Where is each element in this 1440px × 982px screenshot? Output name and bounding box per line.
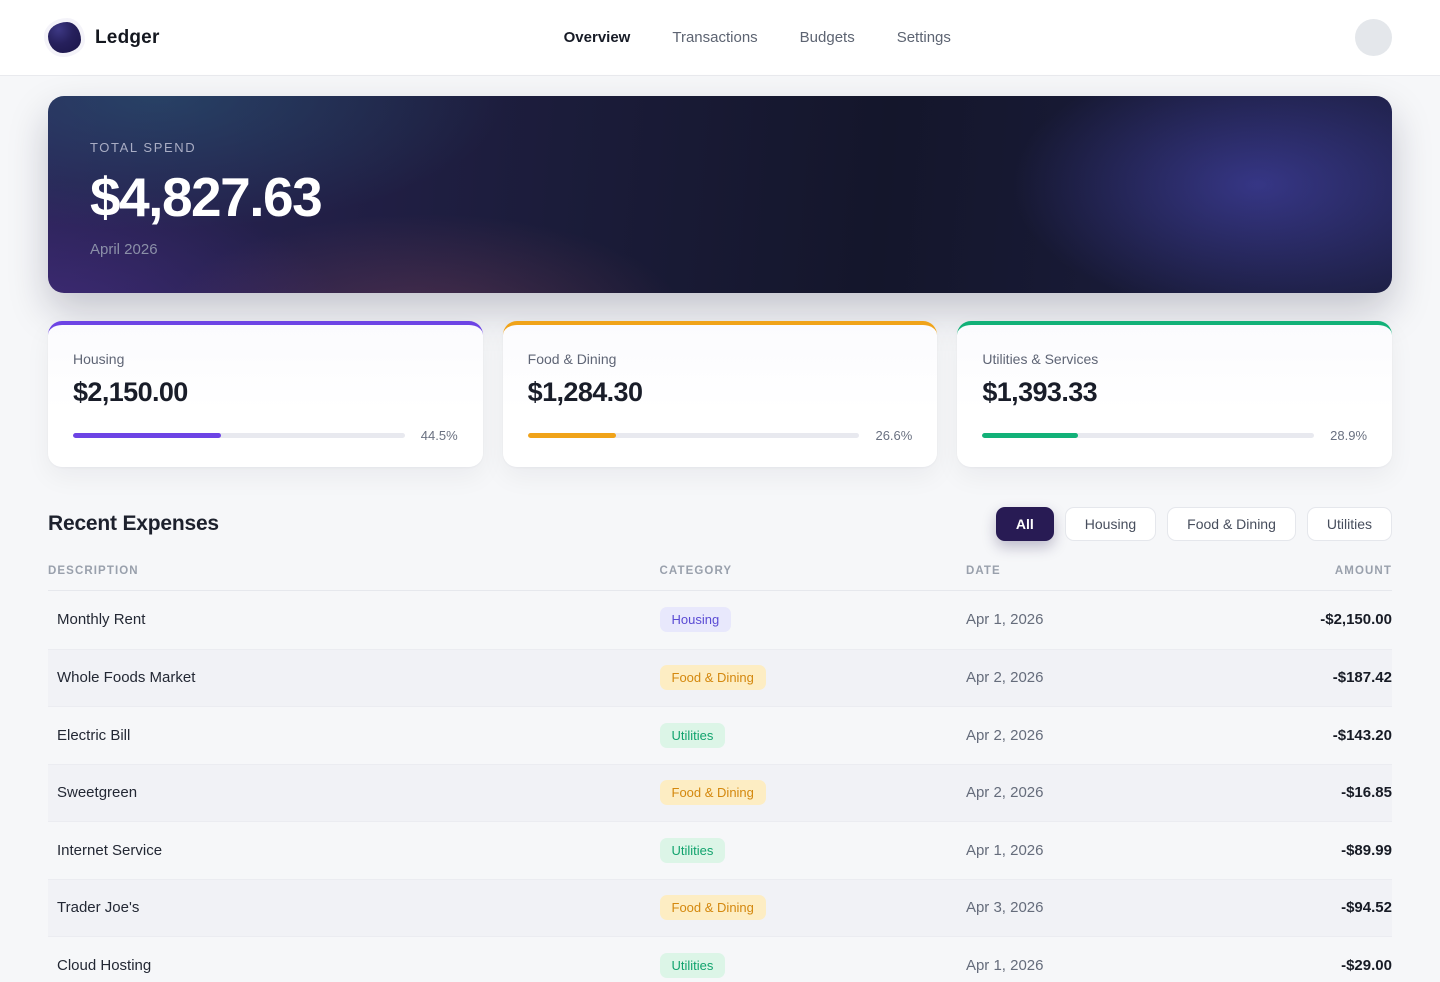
- main-content: TOTAL SPEND $4,827.63 April 2026 Housing…: [0, 76, 1440, 982]
- summary-card-food-dining: Food & Dining $1,284.30 26.6%: [502, 321, 938, 467]
- expense-description: Sweetgreen: [57, 784, 138, 802]
- card-category-label: Food & Dining: [527, 351, 617, 367]
- expense-date: Apr 2, 2026: [965, 726, 1044, 744]
- progress-fill: [982, 433, 1079, 438]
- recent-expenses-header: Recent Expenses All Housing Food & Dining U…: [48, 507, 1392, 541]
- top-navigation-bar: Ledger Overview Transactions Budgets Settin…: [0, 0, 1440, 76]
- category-badge: Food & Dining: [659, 780, 766, 806]
- card-amount: $2,150.00: [73, 377, 188, 407]
- category-badge: Utilities: [659, 837, 726, 863]
- nav-item-settings[interactable]: Settings: [896, 29, 951, 46]
- progress-percent-label: 26.6%: [875, 428, 913, 443]
- brand-name: Ledger: [95, 26, 160, 48]
- expense-amount: -$89.99: [1341, 841, 1392, 859]
- summary-card-utilities-services: Utilities & Services $1,393.33 28.9%: [957, 321, 1393, 467]
- expense-category-cell: Utilities: [659, 722, 966, 748]
- expense-description: Internet Service: [57, 841, 163, 859]
- filter-chip-housing[interactable]: Housing: [1064, 507, 1157, 541]
- filter-chip-utilities[interactable]: Utilities: [1306, 507, 1392, 541]
- column-header-date: DATE: [965, 565, 1001, 577]
- progress-fill: [527, 433, 616, 438]
- card-progress: 44.5%: [73, 428, 458, 443]
- total-spend-amount: $4,827.63: [90, 166, 323, 228]
- total-spend-card: TOTAL SPEND $4,827.63 April 2026: [48, 96, 1392, 293]
- expense-date: Apr 3, 2026: [965, 899, 1044, 917]
- table-row[interactable]: Electric Bill Utilities Apr 2, 2026 -$143.2…: [48, 706, 1392, 764]
- expense-category-cell: Food & Dining: [659, 895, 966, 921]
- progress-fill: [73, 433, 221, 438]
- expense-amount: -$16.85: [1341, 784, 1392, 802]
- category-badge: Food & Dining: [659, 895, 766, 921]
- card-progress: 26.6%: [527, 428, 913, 443]
- expense-category-cell: Utilities: [659, 952, 966, 978]
- progress-percent-label: 28.9%: [1330, 428, 1368, 443]
- expense-date: Apr 1, 2026: [965, 611, 1044, 629]
- card-category-label: Housing: [73, 351, 125, 367]
- expense-date: Apr 1, 2026: [965, 956, 1044, 974]
- expenses-table-header: DESCRIPTION CATEGORY DATE AMOUNT: [48, 565, 1392, 591]
- nav-item-transactions[interactable]: Transactions: [672, 29, 758, 46]
- card-category-label: Utilities & Services: [982, 351, 1099, 367]
- table-row[interactable]: Sweetgreen Food & Dining Apr 2, 2026 -$16.8…: [48, 763, 1392, 821]
- expense-amount: -$143.20: [1332, 726, 1392, 744]
- expense-description: Trader Joe's: [57, 899, 140, 917]
- expense-description: Whole Foods Market: [57, 669, 196, 687]
- category-summary-cards: Housing $2,150.00 44.5% Food & Dining $1,284…: [48, 321, 1393, 467]
- expense-category-cell: Utilities: [659, 837, 966, 863]
- total-spend-label: TOTAL SPEND: [90, 140, 197, 155]
- table-row[interactable]: Whole Foods Market Food & Dining Apr 2, 20…: [48, 648, 1392, 706]
- expense-amount: -$94.52: [1341, 899, 1392, 917]
- progress-percent-label: 44.5%: [420, 428, 458, 443]
- expense-category-cell: Housing: [659, 607, 966, 633]
- user-avatar[interactable]: [1355, 19, 1392, 56]
- expense-description: Electric Bill: [57, 726, 131, 744]
- category-filter-chips: All Housing Food & Dining Utilities: [995, 507, 1392, 541]
- category-badge: Housing: [659, 607, 732, 633]
- table-row[interactable]: Trader Joe's Food & Dining Apr 3, 2026 -$94…: [48, 878, 1392, 936]
- expense-amount: -$187.42: [1332, 669, 1392, 687]
- category-badge: Food & Dining: [659, 665, 766, 691]
- table-row[interactable]: Monthly Rent Housing Apr 1, 2026 -$2,150.00: [48, 591, 1392, 649]
- table-row[interactable]: Internet Service Utilities Apr 1, 2026 -$89…: [48, 821, 1392, 879]
- total-spend-period: April 2026: [90, 241, 158, 258]
- expense-amount: -$2,150.00: [1320, 611, 1392, 629]
- column-header-amount: AMOUNT: [1334, 565, 1392, 577]
- card-amount: $1,393.33: [982, 377, 1098, 407]
- progress-track: [73, 433, 405, 438]
- expenses-table-body: Monthly Rent Housing Apr 1, 2026 -$2,150.00…: [48, 591, 1392, 982]
- category-badge: Utilities: [659, 952, 726, 978]
- card-progress: 28.9%: [982, 428, 1367, 443]
- expense-description: Monthly Rent: [57, 611, 146, 629]
- expense-amount: -$29.00: [1341, 956, 1392, 974]
- category-badge: Utilities: [659, 722, 726, 748]
- expense-date: Apr 2, 2026: [965, 784, 1044, 802]
- card-amount: $1,284.30: [527, 377, 643, 407]
- progress-track: [982, 433, 1315, 438]
- summary-card-housing: Housing $2,150.00 44.5%: [48, 321, 483, 467]
- ledger-logo-icon: [48, 22, 81, 53]
- expenses-table: DESCRIPTION CATEGORY DATE AMOUNT Monthly…: [48, 565, 1392, 982]
- expense-date: Apr 2, 2026: [965, 669, 1044, 687]
- expense-category-cell: Food & Dining: [659, 780, 966, 806]
- recent-expenses-title: Recent Expenses: [48, 512, 219, 535]
- progress-track: [527, 433, 860, 438]
- expense-date: Apr 1, 2026: [965, 841, 1044, 859]
- filter-chip-food-dining[interactable]: Food & Dining: [1167, 507, 1296, 541]
- table-row[interactable]: Cloud Hosting Utilities Apr 1, 2026 -$29.00: [48, 936, 1392, 982]
- nav-item-budgets[interactable]: Budgets: [799, 29, 855, 46]
- nav-item-overview[interactable]: Overview: [563, 29, 631, 46]
- expense-description: Cloud Hosting: [57, 956, 152, 974]
- column-header-category: CATEGORY: [659, 565, 733, 577]
- filter-chip-all[interactable]: All: [995, 507, 1054, 541]
- expense-category-cell: Food & Dining: [659, 665, 966, 691]
- column-header-description: DESCRIPTION: [48, 565, 139, 577]
- brand: Ledger: [48, 22, 160, 53]
- main-nav: Overview Transactions Budgets Settings: [160, 29, 1355, 46]
